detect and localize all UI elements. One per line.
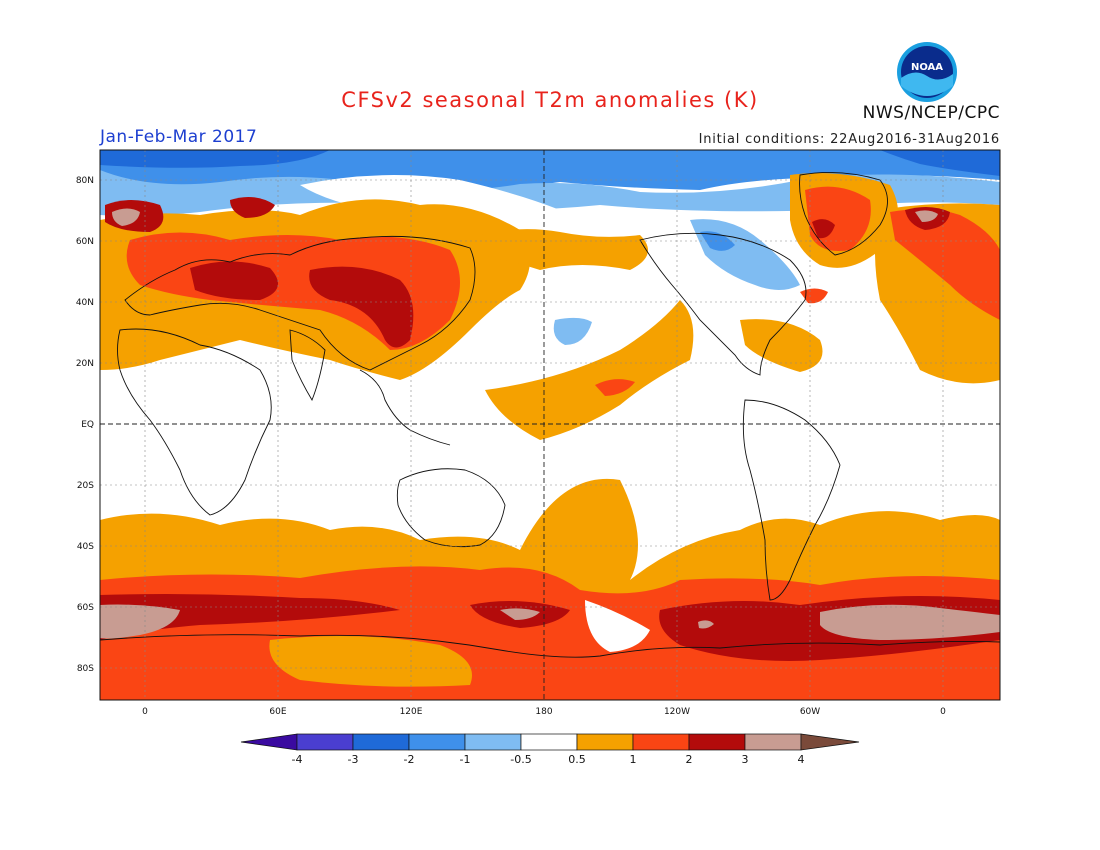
lat-label: 60S <box>77 603 94 613</box>
lon-label: 120W <box>664 707 690 717</box>
n-america-blue <box>700 231 735 251</box>
lon-label: 0 <box>142 707 148 717</box>
colorbar-cell <box>296 733 354 751</box>
initial-conditions: Initial conditions: 22Aug2016-31Aug2016 <box>698 132 1000 147</box>
lat-label: 80N <box>76 176 94 186</box>
colorbar-cell <box>688 733 746 751</box>
coastlines <box>100 171 1000 658</box>
colorbar-cell <box>520 733 578 751</box>
lon-axis: 0 60E 120E 180 120W 60W 0 <box>142 707 946 717</box>
lon-label: 0 <box>940 707 946 717</box>
colorbar-labels: -4 -3 -2 -1 -0.5 0.5 1 2 3 4 <box>292 753 805 766</box>
southern-darkred-band <box>100 594 400 640</box>
colorbar-cell <box>632 733 690 751</box>
colorbar-label: -0.5 <box>510 753 531 766</box>
lon-label: 180 <box>535 707 552 717</box>
samerica-coast <box>742 399 841 601</box>
colorbar-label: 4 <box>798 753 805 766</box>
lat-label: 40S <box>77 542 94 552</box>
colorbar-label: -1 <box>460 753 471 766</box>
colorbar-label: -2 <box>404 753 415 766</box>
lat-label: 20N <box>76 359 94 369</box>
colorbar <box>240 733 860 751</box>
africa-coast <box>117 328 272 516</box>
greenland-darkred <box>812 219 835 239</box>
northeur-red <box>230 196 275 218</box>
colorbar-cell <box>744 733 802 751</box>
labrador-red <box>800 288 828 304</box>
southern-tan-small <box>698 620 714 629</box>
colorbar-cell <box>464 733 522 751</box>
australia-coast <box>396 468 506 548</box>
lon-label: 60E <box>269 707 286 717</box>
lon-label: 120E <box>400 707 423 717</box>
colorbar-label: 1 <box>630 753 637 766</box>
southern-tan-left <box>100 604 180 639</box>
us-orange <box>740 319 823 372</box>
colorbar-cell <box>576 733 634 751</box>
eurasia-darkred-2 <box>309 266 414 348</box>
scandinavia-tan <box>112 208 140 226</box>
southern-tan-right <box>820 604 1000 640</box>
map-frame <box>99 149 1001 701</box>
anomaly-fields <box>100 150 1000 700</box>
lat-label: 80S <box>77 664 94 674</box>
bering-orange <box>480 229 648 270</box>
europe-coast <box>124 235 476 371</box>
agency-label: NWS/NCEP/CPC <box>862 103 1000 123</box>
map-title: CFSv2 seasonal T2m anomalies (K) <box>341 88 759 112</box>
colorbar-cell <box>240 733 298 751</box>
colorbar-label: -3 <box>348 753 359 766</box>
colorbar-label: 3 <box>742 753 749 766</box>
antarctic-white-gap <box>585 600 650 652</box>
colorbar-label: -4 <box>292 753 303 766</box>
pacific-lightblue <box>553 317 592 345</box>
colorbar-cell <box>800 733 860 751</box>
colorbar-cell <box>352 733 410 751</box>
arctic-blue-band <box>100 150 1000 200</box>
southern-tan-mid <box>500 608 540 620</box>
eurasia-darkred-1 <box>190 261 278 300</box>
lat-label: 60N <box>76 237 94 247</box>
antarctica-coast <box>100 634 1000 658</box>
india-coast <box>289 329 326 402</box>
greenland-coast <box>799 171 888 256</box>
lat-label: EQ <box>81 420 94 430</box>
colorbar-label: 2 <box>686 753 693 766</box>
europe-right-red <box>890 209 1000 320</box>
namerica-coast <box>639 232 807 376</box>
lat-axis: 80N 60N 40N 20N EQ 20S 40S 60S 80S <box>76 176 94 674</box>
arctic-deepblue-2 <box>880 150 1000 176</box>
forecast-period: Jan-Feb-Mar 2017 <box>100 127 258 147</box>
europe-right-tan <box>915 210 938 222</box>
tropical-pacific-red <box>595 379 635 396</box>
lat-label: 20S <box>77 481 94 491</box>
colorbar-cell <box>408 733 466 751</box>
arctic-deepblue-1 <box>100 150 330 168</box>
antarctic-orange-patch <box>269 636 472 687</box>
graticule <box>100 150 1000 700</box>
colorbar-label: 0.5 <box>568 753 586 766</box>
main-axes <box>100 150 1000 700</box>
tropical-pacific-orange <box>485 300 694 440</box>
se-asia-coast <box>359 369 451 446</box>
noaa-logo: NOAA <box>897 42 957 102</box>
lat-label: 40N <box>76 298 94 308</box>
svg-text:NOAA: NOAA <box>911 62 943 73</box>
lon-label: 60W <box>800 707 820 717</box>
